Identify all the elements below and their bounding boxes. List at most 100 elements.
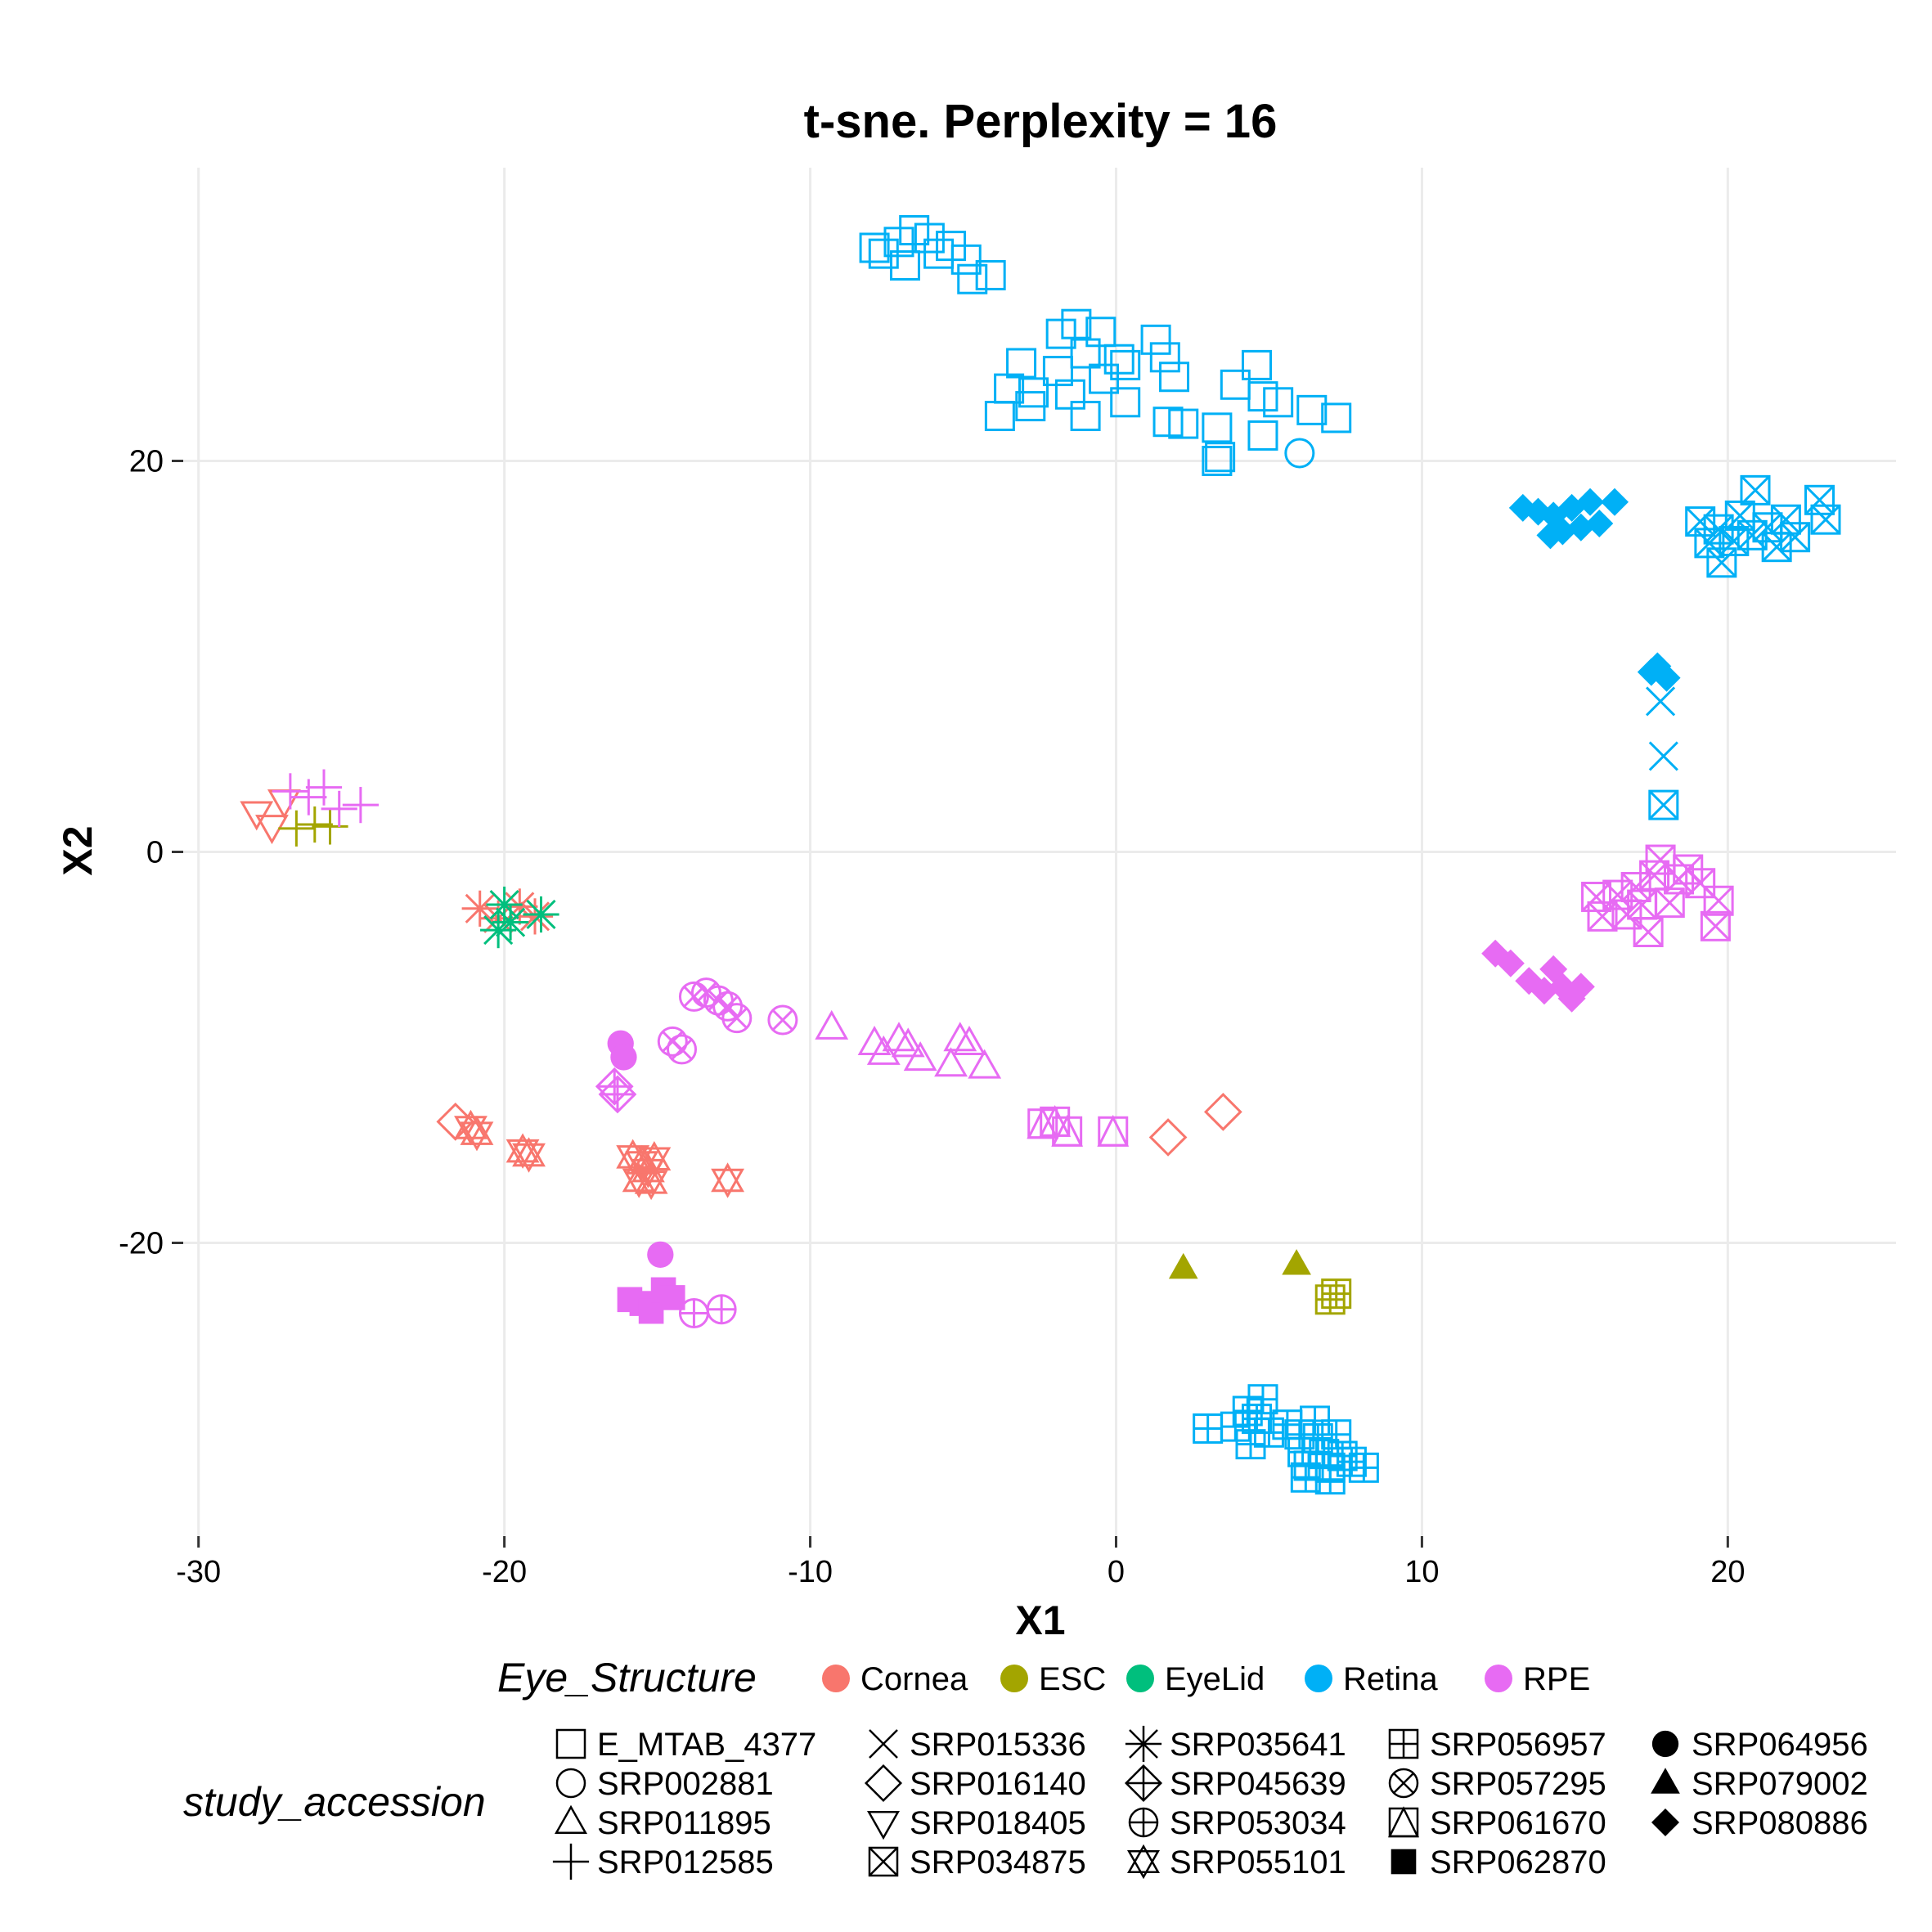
shape-legend-item-srp015336: SRP015336: [869, 1727, 1086, 1763]
shape-legend-item-srp002881: SRP002881: [555, 1766, 774, 1802]
shape-legend-label-15: SRP062870: [1430, 1844, 1606, 1880]
shape-legend-label-12: SRP056957: [1430, 1727, 1606, 1763]
color-key-0: [822, 1665, 850, 1692]
point-71: [1648, 741, 1678, 771]
point-66: [1810, 504, 1841, 535]
point-49: [1576, 487, 1605, 516]
point-25: [1159, 362, 1190, 393]
legend: Eye_Structure study_accession Cornea ESC E…: [183, 1655, 1868, 1880]
point-14: [1070, 338, 1101, 369]
point-35: [1110, 387, 1141, 418]
point-99: [278, 810, 315, 847]
point-1: [883, 227, 914, 258]
point-50: [1585, 509, 1614, 537]
point-0: [868, 238, 899, 269]
point-140: [1097, 1114, 1130, 1147]
point-39: [1247, 420, 1278, 451]
shape-legend-label-16: SRP064956: [1692, 1727, 1868, 1763]
point-40: [1202, 446, 1233, 476]
point-18: [1006, 348, 1037, 379]
shape-legend-label-7: SRP034875: [910, 1844, 1086, 1880]
x-tick-label-3: 0: [1108, 1555, 1125, 1589]
color-key-2: [1126, 1665, 1154, 1692]
shape-legend-label-18: SRP080886: [1692, 1805, 1868, 1841]
shape-legend-label-2: SRP011895: [597, 1805, 771, 1841]
point-165: [1314, 1284, 1346, 1315]
point-36: [1152, 407, 1184, 438]
point-37: [1168, 408, 1199, 439]
point-33: [1015, 391, 1046, 422]
point-98: [267, 789, 301, 820]
point-64: [1780, 522, 1811, 553]
point-70: [1646, 686, 1676, 717]
color-legend-item-esc: ESC: [1000, 1661, 1106, 1697]
point-79: [1633, 916, 1664, 947]
color-key-4: [1485, 1665, 1512, 1692]
point-30: [1296, 394, 1328, 425]
point-187: [1314, 1464, 1346, 1495]
axes: -30 -20 -10 0 10 20 -20 0 20: [119, 445, 1745, 1590]
shape-legend-label-17: SRP079002: [1692, 1766, 1868, 1802]
shape-legend-item-srp011895: SRP011895: [555, 1804, 771, 1841]
point-118: [598, 1075, 637, 1114]
point-106: [342, 787, 379, 824]
point-145: [460, 1115, 494, 1152]
point-100: [296, 806, 333, 843]
shape-legend-item-srp034875: SRP034875: [868, 1844, 1086, 1880]
point-3: [914, 222, 945, 254]
shape-legend-label-6: SRP018405: [910, 1805, 1086, 1841]
point-154: [711, 1162, 745, 1198]
shape-legend-item-srp080886: SRP080886: [1651, 1805, 1868, 1841]
shape-legend-title: study_accession: [183, 1779, 486, 1825]
color-legend-label-2: EyeLid: [1165, 1661, 1265, 1697]
point-27: [1241, 349, 1272, 380]
point-15: [1103, 344, 1134, 375]
point-34: [1070, 401, 1101, 432]
color-legend-item-cornea: Cornea: [822, 1661, 968, 1697]
shape-legend-item-srp079002: SRP079002: [1651, 1766, 1868, 1802]
point-2: [899, 214, 930, 245]
point-155: [647, 1241, 674, 1268]
point-31: [1321, 402, 1352, 434]
point-105: [321, 790, 357, 828]
point-167: [1193, 1413, 1224, 1445]
point-77: [1620, 872, 1651, 903]
point-141: [1148, 1118, 1188, 1157]
shape-legend-item-srp018405: SRP018405: [867, 1805, 1086, 1841]
shape-legend-item-srp061670: SRP061670: [1387, 1805, 1606, 1841]
point-142: [1203, 1092, 1242, 1131]
point-9: [975, 259, 1006, 290]
point-38: [1202, 412, 1233, 443]
shape-legend-item-srp035641: SRP035641: [1125, 1725, 1346, 1763]
point-137: [1027, 1107, 1059, 1139]
point-53: [1685, 506, 1716, 537]
x-tick-label-2: -10: [788, 1555, 833, 1589]
point-103: [290, 779, 327, 815]
data-points: [240, 214, 1841, 1495]
point-51: [1600, 487, 1629, 516]
point-11: [1045, 318, 1076, 349]
shape-legend-label-1: SRP002881: [597, 1766, 774, 1802]
point-63: [1770, 504, 1801, 535]
point-24: [1054, 379, 1085, 410]
point-28: [1263, 387, 1294, 418]
point-110: [516, 898, 554, 935]
point-186: [1290, 1462, 1321, 1493]
point-161: [678, 1298, 709, 1329]
point-7: [889, 250, 920, 281]
y-axis-title: X2: [55, 825, 101, 875]
point-86: [1700, 910, 1731, 941]
grid-lines: [183, 168, 1896, 1536]
shape-legend-item-srp016140: SRP016140: [864, 1764, 1086, 1803]
shape-legend-label-9: SRP045639: [1170, 1766, 1346, 1802]
shape-legend-item-srp064956: SRP064956: [1651, 1727, 1868, 1763]
point-21: [1110, 349, 1141, 380]
point-135: [934, 1047, 968, 1077]
x-tick-label-5: 20: [1710, 1555, 1745, 1589]
point-179: [1302, 1423, 1333, 1453]
point-166: [1321, 1278, 1352, 1310]
point-116: [610, 1044, 637, 1071]
point-29: [1247, 381, 1278, 412]
point-132: [903, 1041, 937, 1072]
